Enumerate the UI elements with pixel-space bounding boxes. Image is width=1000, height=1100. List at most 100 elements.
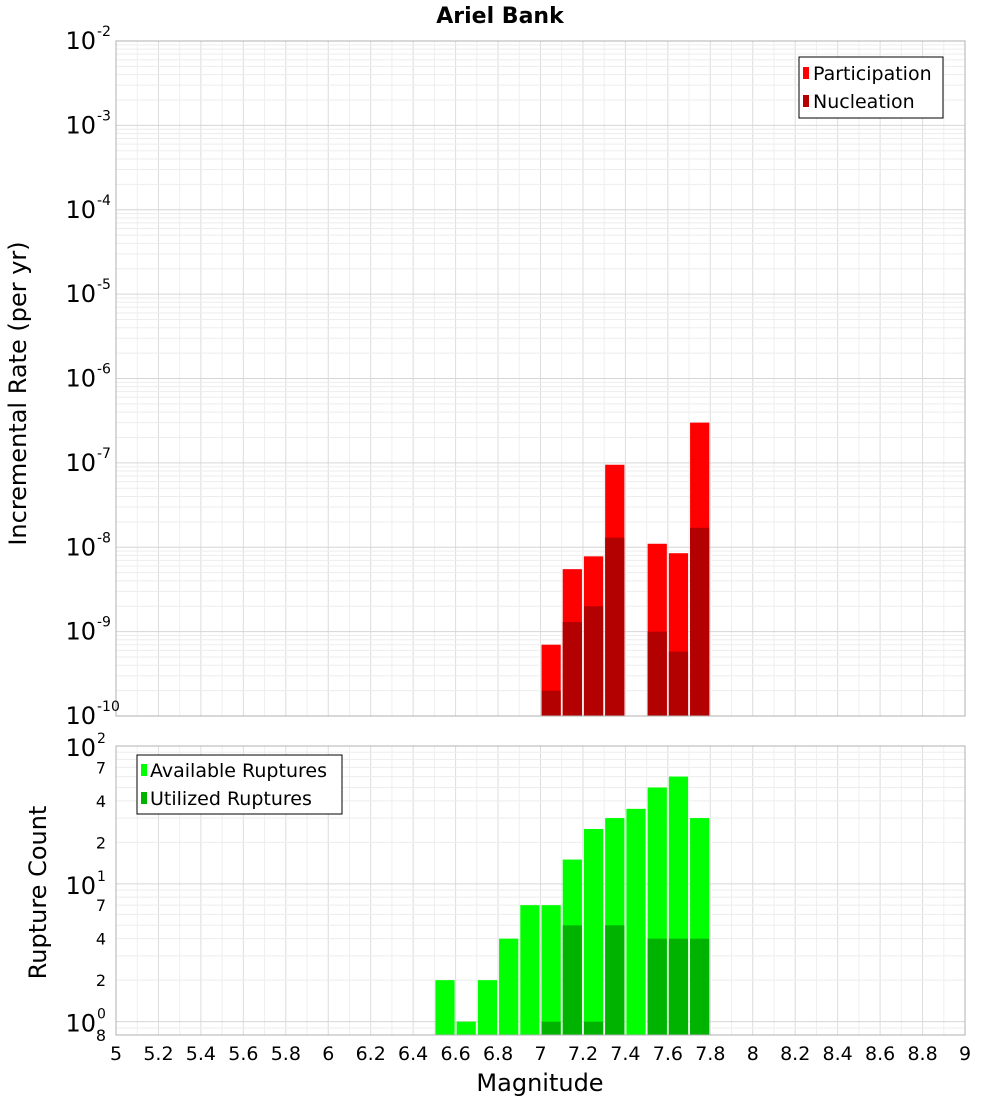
y-minor-tick-label: 4 bbox=[96, 930, 106, 949]
x-tick-label: 6.4 bbox=[398, 1043, 428, 1065]
x-tick-label: 7.8 bbox=[695, 1043, 725, 1065]
y-tick-label: 10 -7 bbox=[65, 446, 111, 477]
y-tick-base: 10 bbox=[65, 365, 96, 393]
y-minor-tick-label: 2 bbox=[96, 971, 106, 990]
x-tick-label: 6.2 bbox=[356, 1043, 386, 1065]
incremental-rate-bars bbox=[541, 422, 710, 716]
x-tick-label: 8 bbox=[747, 1043, 759, 1065]
y-tick-label: 10 -10 bbox=[65, 699, 119, 730]
rupture-count-bars bbox=[435, 776, 710, 1035]
y-tick-base: 10 bbox=[65, 27, 96, 55]
x-tick-label: 5.6 bbox=[228, 1043, 258, 1065]
y-tick-base: 10 bbox=[65, 618, 96, 646]
incremental-rate-plot-frame bbox=[115, 40, 966, 717]
y-minor-tick-label: 4 bbox=[96, 792, 106, 811]
chart-title: Ariel Bank bbox=[436, 4, 565, 29]
bar-available-ruptures bbox=[520, 905, 540, 1035]
legend-label: Available Ruptures bbox=[150, 760, 327, 782]
legend-swatch bbox=[803, 67, 809, 79]
y-tick-base: 10 bbox=[65, 111, 96, 139]
y-tick-exponent: -7 bbox=[97, 446, 111, 462]
y-minor-tick-label: 8 bbox=[96, 1026, 106, 1045]
legend-label: Utilized Ruptures bbox=[150, 788, 312, 810]
bar-utilized-ruptures bbox=[647, 938, 667, 1035]
bar-utilized-ruptures bbox=[562, 925, 582, 1035]
legend-box bbox=[798, 56, 944, 119]
rupture-count-plot-frame bbox=[115, 745, 966, 1036]
legend-swatch bbox=[141, 792, 147, 804]
y-tick-exponent: 0 bbox=[97, 1007, 106, 1023]
rupture-count-y-axis-label: Rupture Count bbox=[24, 806, 52, 980]
y-tick-label: 10 0 bbox=[65, 1007, 105, 1038]
y-tick-exponent: -9 bbox=[97, 615, 111, 631]
y-tick-exponent: -3 bbox=[97, 108, 111, 124]
y-tick-base: 10 bbox=[65, 449, 96, 477]
x-tick-label: 7 bbox=[534, 1043, 546, 1065]
x-tick-label: 6.6 bbox=[440, 1043, 470, 1065]
y-tick-label: 10 -8 bbox=[65, 530, 111, 561]
y-tick-label: 10 -2 bbox=[65, 24, 111, 55]
bar-nucleation bbox=[541, 690, 561, 716]
x-axis-ticks: 5 5.2 5.4 5.6 5.8 6 6.2 6.4 6.6 6.8 7 7.2 7.4 7.6 7.8 8… bbox=[110, 1043, 971, 1065]
x-tick-label: 6 bbox=[322, 1043, 334, 1065]
bar-utilized-ruptures bbox=[605, 925, 625, 1035]
x-tick-label: 5.8 bbox=[271, 1043, 301, 1065]
x-axis-label: Magnitude bbox=[476, 1069, 603, 1097]
y-minor-tick-label: 2 bbox=[96, 833, 106, 852]
y-tick-base: 10 bbox=[65, 280, 96, 308]
y-tick-exponent: 2 bbox=[97, 731, 106, 747]
y-tick-exponent: -6 bbox=[97, 362, 111, 378]
y-tick-base: 10 bbox=[65, 1010, 96, 1038]
incremental-rate-y-axis-label: Incremental Rate (per yr) bbox=[4, 241, 32, 545]
bar-available-ruptures bbox=[456, 1021, 476, 1035]
bar-nucleation bbox=[668, 651, 689, 716]
y-tick-base: 10 bbox=[65, 533, 96, 561]
bar-nucleation bbox=[562, 622, 582, 716]
x-tick-label: 5.4 bbox=[186, 1043, 216, 1065]
y-tick-exponent: -8 bbox=[97, 530, 111, 546]
incremental-rate-legend: Participation Nucleation bbox=[798, 56, 944, 119]
bar-available-ruptures bbox=[541, 905, 561, 1035]
y-tick-exponent: -5 bbox=[97, 277, 111, 293]
x-tick-label: 6.8 bbox=[483, 1043, 513, 1065]
y-tick-label: 10 -4 bbox=[65, 193, 111, 224]
x-tick-label: 7.2 bbox=[568, 1043, 598, 1065]
x-tick-label: 9 bbox=[959, 1043, 971, 1065]
y-tick-exponent: -2 bbox=[97, 24, 111, 40]
x-tick-label: 5 bbox=[110, 1043, 122, 1065]
y-tick-exponent: -4 bbox=[97, 193, 111, 209]
y-tick-base: 10 bbox=[65, 702, 96, 730]
bar-nucleation bbox=[647, 631, 667, 716]
x-tick-label: 8.4 bbox=[823, 1043, 853, 1065]
y-tick-label: 10 1 bbox=[65, 869, 105, 900]
y-tick-exponent: 1 bbox=[97, 869, 106, 885]
bar-available-ruptures bbox=[626, 808, 646, 1035]
legend-swatch bbox=[141, 764, 147, 776]
bar-utilized-ruptures bbox=[668, 938, 689, 1035]
y-tick-label: 10 -9 bbox=[65, 615, 111, 646]
legend-label: Nucleation bbox=[813, 91, 915, 113]
y-tick-label: 10 -6 bbox=[65, 362, 111, 393]
y-tick-base: 10 bbox=[65, 196, 96, 224]
x-tick-label: 8.6 bbox=[865, 1043, 895, 1065]
legend-box bbox=[136, 754, 343, 815]
x-tick-label: 8.8 bbox=[907, 1043, 937, 1065]
x-tick-label: 5.2 bbox=[143, 1043, 173, 1065]
bar-nucleation bbox=[605, 537, 625, 716]
bar-utilized-ruptures bbox=[541, 1021, 561, 1035]
bar-available-ruptures bbox=[435, 980, 455, 1035]
y-tick-base: 10 bbox=[65, 734, 96, 762]
rupture-count-legend: Available Ruptures Utilized Ruptures bbox=[136, 754, 343, 815]
y-minor-tick-label: 7 bbox=[96, 758, 106, 777]
legend-label: Participation bbox=[813, 63, 932, 85]
bar-nucleation bbox=[583, 606, 604, 716]
x-tick-label: 8.2 bbox=[780, 1043, 810, 1065]
x-tick-label: 7.6 bbox=[653, 1043, 683, 1065]
y-tick-label: 10 -3 bbox=[65, 108, 111, 139]
y-tick-exponent: -10 bbox=[97, 699, 120, 715]
incremental-rate-grid bbox=[115, 40, 966, 717]
bar-available-ruptures bbox=[477, 980, 498, 1035]
